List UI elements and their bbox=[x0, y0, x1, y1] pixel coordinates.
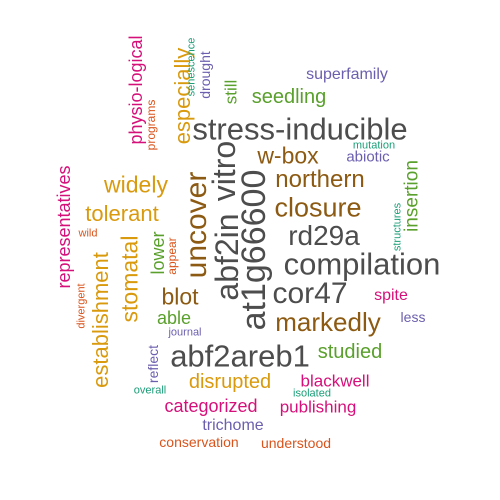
word-able: able bbox=[156, 308, 192, 328]
word-isolated: isolated bbox=[293, 387, 331, 400]
word-studied: studied bbox=[317, 341, 383, 363]
word-wild: wild bbox=[78, 227, 98, 240]
word-cor47: cor47 bbox=[272, 277, 348, 310]
word-stomatal: stomatal bbox=[116, 235, 143, 323]
word-senescence: senescence bbox=[185, 37, 198, 97]
word-disrupted: disrupted bbox=[188, 371, 272, 393]
word-trichome: trichome bbox=[202, 417, 264, 434]
word-understood: understood bbox=[260, 435, 332, 451]
word-physio-logical: physio-logical bbox=[126, 35, 146, 145]
word-uncover: uncover bbox=[180, 171, 213, 279]
word-less: less bbox=[400, 309, 426, 325]
word-insertion: insertion bbox=[401, 160, 423, 232]
word-abf2areb1: abf2areb1 bbox=[170, 338, 310, 374]
word-tolerant: tolerant bbox=[85, 201, 159, 226]
word-seedling: seedling bbox=[251, 86, 327, 108]
word-structures: structures bbox=[391, 202, 404, 252]
word-at1g66600: at1g66600 bbox=[235, 169, 273, 331]
word-representatives: representatives bbox=[54, 165, 74, 289]
word-blackwell: blackwell bbox=[300, 371, 370, 391]
word-w-box: w-box bbox=[257, 142, 319, 169]
word-mutation: mutation bbox=[352, 139, 396, 152]
word-blot: blot bbox=[161, 283, 199, 310]
word-appear: appear bbox=[165, 237, 179, 275]
word-widely: widely bbox=[104, 171, 168, 198]
word-divergent: divergent bbox=[75, 283, 88, 329]
word-northern: northern bbox=[275, 166, 365, 193]
word-markedly: markedly bbox=[275, 307, 381, 337]
word-conservation: conservation bbox=[159, 434, 239, 450]
word-programs: programs bbox=[144, 99, 158, 151]
word-still: still bbox=[221, 79, 241, 105]
word-categorized: categorized bbox=[164, 396, 258, 416]
word-overall: overall bbox=[133, 384, 167, 397]
word-publishing: publishing bbox=[279, 397, 357, 417]
word-superfamily: superfamily bbox=[306, 66, 388, 83]
word-spite: spite bbox=[374, 287, 408, 304]
word-stress-inducible: stress-inducible bbox=[192, 111, 408, 147]
word-compilation: compilation bbox=[283, 246, 441, 282]
word-journal: journal bbox=[168, 326, 202, 339]
word-reflect: reflect bbox=[145, 344, 161, 384]
word-establishment: establishment bbox=[88, 252, 113, 388]
word-closure: closure bbox=[274, 192, 362, 223]
word-abiotic: abiotic bbox=[346, 148, 390, 166]
word-rd29a: rd29a bbox=[288, 220, 360, 251]
word-drought: drought bbox=[197, 51, 213, 99]
